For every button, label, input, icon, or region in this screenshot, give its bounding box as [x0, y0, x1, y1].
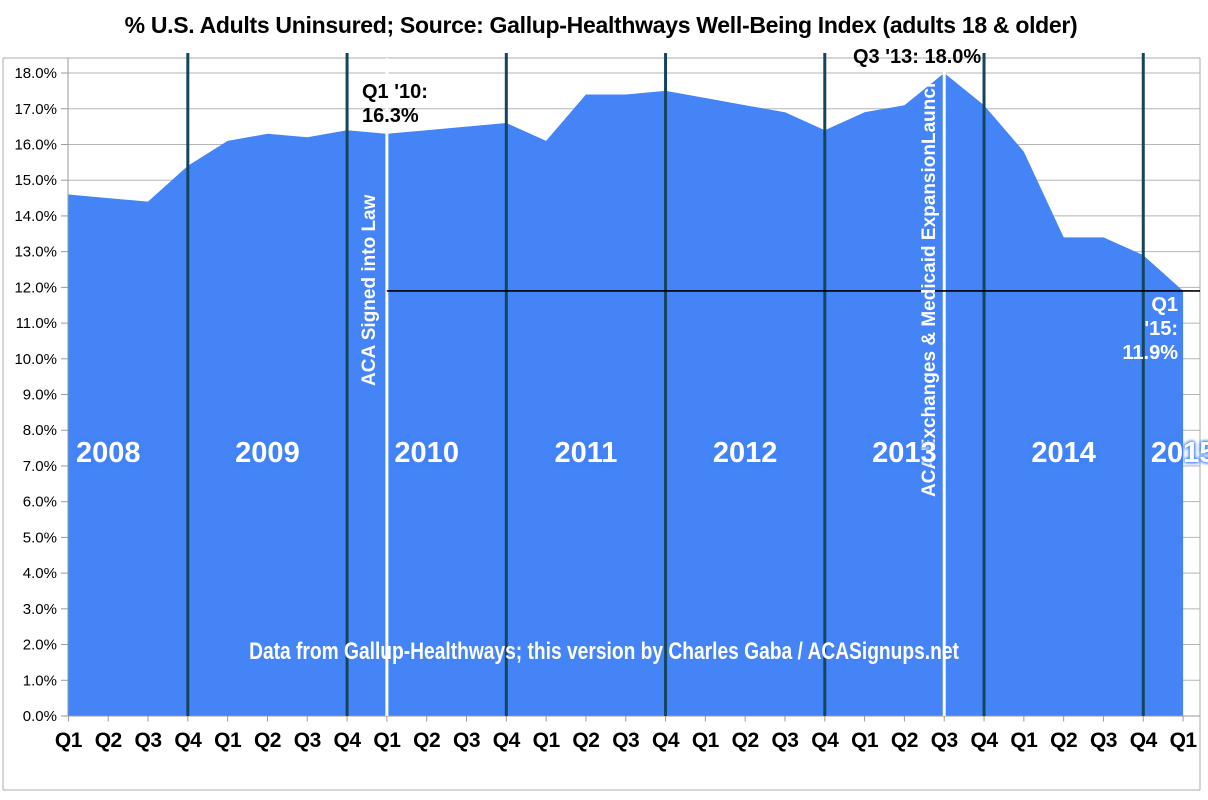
x-tick-label: Q1: [851, 729, 879, 752]
annotation-q3-2013: Q3 '13: 18.0%: [853, 46, 982, 68]
x-tick-label: Q3: [931, 729, 958, 752]
y-tick-label: 0.0%: [23, 708, 57, 725]
y-tick-label: 4.0%: [23, 565, 57, 582]
x-tick-label: Q1: [55, 729, 83, 752]
x-tick-label: Q3: [294, 729, 321, 752]
year-label-2012: 2012: [712, 437, 778, 469]
x-tick-label: Q2: [891, 729, 918, 752]
x-tick-label: Q4: [1130, 729, 1158, 752]
x-tick-label: Q2: [572, 729, 599, 752]
chart-title: % U.S. Adults Uninsured; Source: Gallup-…: [124, 12, 1078, 38]
credit-line: Data from Gallup-Healthways; this versio…: [249, 638, 959, 665]
y-tick-label: 15.0%: [14, 172, 57, 189]
y-tick-label: 6.0%: [23, 494, 57, 511]
annotation-q1-2010: Q1 '10: 16.3%: [362, 81, 428, 127]
x-tick-label: Q1: [373, 729, 401, 752]
y-tick-label: 16.0%: [14, 136, 57, 153]
y-tick-label: 5.0%: [23, 529, 57, 546]
y-tick-label: 7.0%: [23, 458, 57, 475]
x-tick-label: Q2: [95, 729, 122, 752]
y-tick-label: 14.0%: [14, 208, 57, 225]
y-tick-label: 2.0%: [23, 637, 57, 654]
x-tick-label: Q3: [1090, 729, 1117, 752]
x-tick-label: Q3: [612, 729, 639, 752]
x-tick-label: Q4: [811, 729, 839, 752]
x-tick-label: Q1: [1010, 729, 1038, 752]
y-tick-label: 13.0%: [14, 244, 57, 261]
x-tick-label: Q3: [771, 729, 798, 752]
annotation-q1-2015: Q1 '15: 11.9%: [1122, 294, 1179, 364]
x-tick-label: Q4: [493, 729, 521, 752]
y-tick-label: 9.0%: [23, 387, 57, 404]
y-tick-label: 10.0%: [14, 351, 57, 368]
y-tick-label: 8.0%: [23, 422, 57, 439]
x-tick-label: Q3: [453, 729, 480, 752]
year-label-2010: 2010: [394, 437, 459, 469]
y-tick-label: 3.0%: [23, 601, 57, 618]
x-tick-label: Q4: [971, 729, 999, 752]
y-tick-label: 18.0%: [14, 65, 57, 82]
y-tick-label: 12.0%: [14, 279, 57, 296]
y-tick-label: 11.0%: [16, 315, 57, 332]
year-label-2013: 2013: [872, 437, 937, 469]
x-tick-label: Q4: [652, 729, 680, 752]
year-label-2011: 2011: [554, 437, 618, 469]
x-tick-label: Q4: [174, 729, 202, 752]
year-label-2015: 2015: [1150, 437, 1208, 469]
year-label-2009: 2009: [235, 437, 300, 469]
x-tick-label: Q1: [1170, 729, 1198, 752]
uninsured-area: [68, 73, 1184, 716]
x-tick-label: Q2: [1050, 729, 1077, 752]
x-tick-label: Q2: [413, 729, 440, 752]
year-label-2008: 2008: [75, 437, 141, 469]
x-tick-label: Q1: [214, 729, 242, 752]
x-tick-label: Q1: [692, 729, 720, 752]
x-tick-label: Q2: [254, 729, 281, 752]
y-axis: 0.0% 1.0% 2.0% 3.0% 4.0% 5.0% 6.0% 7.0% 8.0% 9.0%…: [14, 58, 69, 725]
y-tick-label: 1.0%: [23, 672, 57, 689]
x-axis: Q1 Q2 Q3 Q4 Q1 Q2 Q3 Q4 Q1 Q2 Q3 Q4 Q1 Q2 Q3 Q4 Q1 Q2 Q3 Q4…: [55, 715, 1200, 752]
year-divider-lines: [186, 53, 1145, 716]
event-lines: [385, 58, 946, 716]
year-label-2014: 2014: [1031, 437, 1096, 469]
x-tick-label: Q2: [732, 729, 759, 752]
event-label-aca-exchanges-medicaid-expansion-launch: ACA Exchanges & Medicaid ExpansionLaunch: [919, 76, 940, 497]
x-tick-label: Q3: [135, 729, 162, 752]
y-tick-label: 17.0%: [14, 101, 57, 118]
event-label-aca-signed-into-law: ACA Signed into Law: [359, 194, 380, 386]
x-tick-label: Q4: [334, 729, 362, 752]
x-tick-label: Q1: [533, 729, 561, 752]
